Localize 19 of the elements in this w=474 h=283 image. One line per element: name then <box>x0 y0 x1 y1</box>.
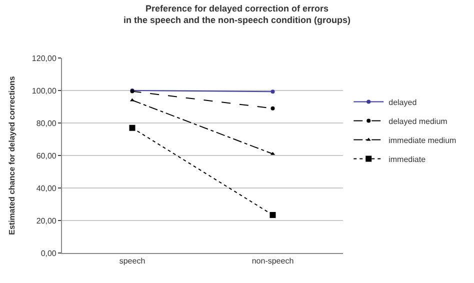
legend-label: immediate medium <box>388 136 457 145</box>
legend-label: delayed medium <box>388 116 448 126</box>
legend-label: delayed <box>388 98 417 107</box>
y-tick-label: 60,00 <box>36 151 57 160</box>
point <box>129 124 136 131</box>
y-axis-title: Estimated chance for delayed corrections <box>8 76 17 235</box>
point <box>270 90 275 94</box>
y-tick-label: 20,00 <box>36 216 57 226</box>
chart-title: Preference for delayed correction of errors in the speech and the non-speech condition (groups) <box>123 3 351 26</box>
y-tick-label: 40,00 <box>36 184 57 193</box>
point <box>270 212 276 218</box>
point <box>270 106 275 110</box>
x-tick-label: non-speech <box>252 256 294 266</box>
y-tick-label: 100,00 <box>32 86 57 96</box>
y-tick-label: 120,00 <box>32 54 57 63</box>
legend-label: immediate <box>388 154 426 164</box>
y-tick-label: 80,00 <box>36 118 57 128</box>
y-tick-label: 0,00 <box>40 248 57 258</box>
x-tick-label: speech <box>119 256 146 266</box>
